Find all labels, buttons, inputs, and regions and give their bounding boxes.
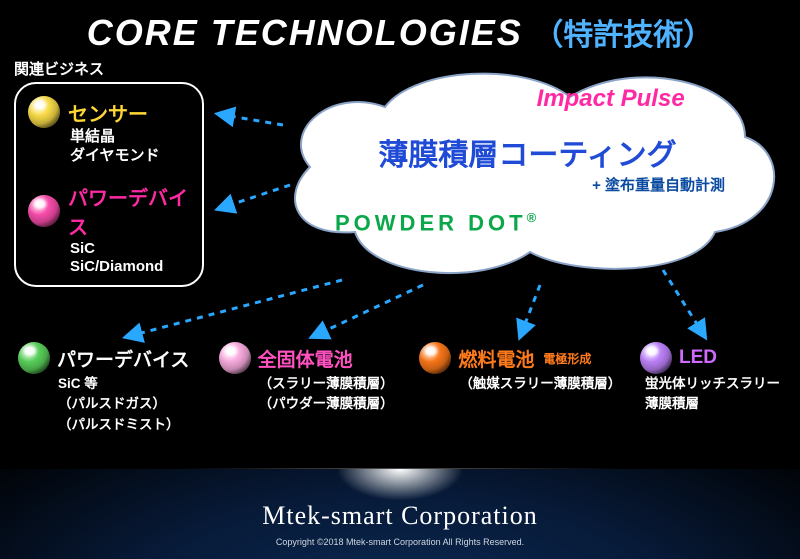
sphere-icon xyxy=(18,342,50,374)
col-solid: 全固体電池 （スラリー薄膜積層）（パウダー薄膜積層） xyxy=(219,342,414,435)
col-power: パワーデバイス SiC 等（パルスドガス）（パルスドミスト） xyxy=(18,342,213,435)
page-title: CORE TECHNOLOGIES （特許技術） xyxy=(0,10,800,54)
col-sub: （スラリー薄膜積層）（パウダー薄膜積層） xyxy=(259,374,414,415)
col-title: パワーデバイス xyxy=(57,345,189,372)
title-main: CORE TECHNOLOGIES xyxy=(87,12,523,53)
footer-company: Mtek-smart Corporation xyxy=(0,501,800,531)
cloud-impact: Impact Pulse® xyxy=(537,84,695,113)
related-item-sensor: センサー 単結晶ダイヤモンド xyxy=(28,96,192,166)
col-sub: SiC 等（パルスドガス）（パルスドミスト） xyxy=(58,374,213,435)
col-sub: （触媒スラリー薄膜積層） xyxy=(459,374,634,394)
related-sub: SiCSiC/Diamond xyxy=(70,240,192,278)
related-box: センサー 単結晶ダイヤモンド パワーデバイス SiCSiC/Diamond xyxy=(14,82,204,287)
sphere-icon xyxy=(28,195,60,227)
cloud: Impact Pulse® 薄膜積層コーティング + 塗布重量自動計測 POWD… xyxy=(275,62,780,287)
col-title: 燃料電池 xyxy=(458,345,534,372)
col-title: LED xyxy=(679,347,717,369)
col-led: LED 蛍光体リッチスラリー薄膜積層 xyxy=(640,342,790,435)
sphere-icon xyxy=(640,342,672,374)
footer: Mtek-smart Corporation Copyright ©2018 M… xyxy=(0,469,800,559)
related-title: センサー xyxy=(68,98,148,127)
col-title: 全固体電池 xyxy=(258,345,353,372)
sphere-icon xyxy=(419,342,451,374)
sphere-icon xyxy=(219,342,251,374)
cloud-powder: POWDER DOT® xyxy=(335,210,536,236)
related-title: パワーデバイス xyxy=(68,182,192,240)
related-heading: 関連ビジネス xyxy=(14,58,104,79)
col-extra: 電極形成 xyxy=(543,350,591,367)
related-item-power: パワーデバイス SiCSiC/Diamond xyxy=(28,182,192,278)
footer-copyright: Copyright ©2018 Mtek-smart Corporation A… xyxy=(0,537,800,547)
sphere-icon xyxy=(28,96,60,128)
cloud-main: 薄膜積層コーティング xyxy=(275,130,780,174)
related-sub: 単結晶ダイヤモンド xyxy=(70,128,192,166)
col-fuel: 燃料電池 電極形成 （触媒スラリー薄膜積層） xyxy=(419,342,634,435)
title-sub: （特許技術） xyxy=(533,19,713,52)
cloud-note: + 塗布重量自動計測 xyxy=(592,174,725,195)
col-sub: 蛍光体リッチスラリー薄膜積層 xyxy=(645,374,790,415)
bottom-row: パワーデバイス SiC 等（パルスドガス）（パルスドミスト） 全固体電池 （スラ… xyxy=(18,342,790,435)
